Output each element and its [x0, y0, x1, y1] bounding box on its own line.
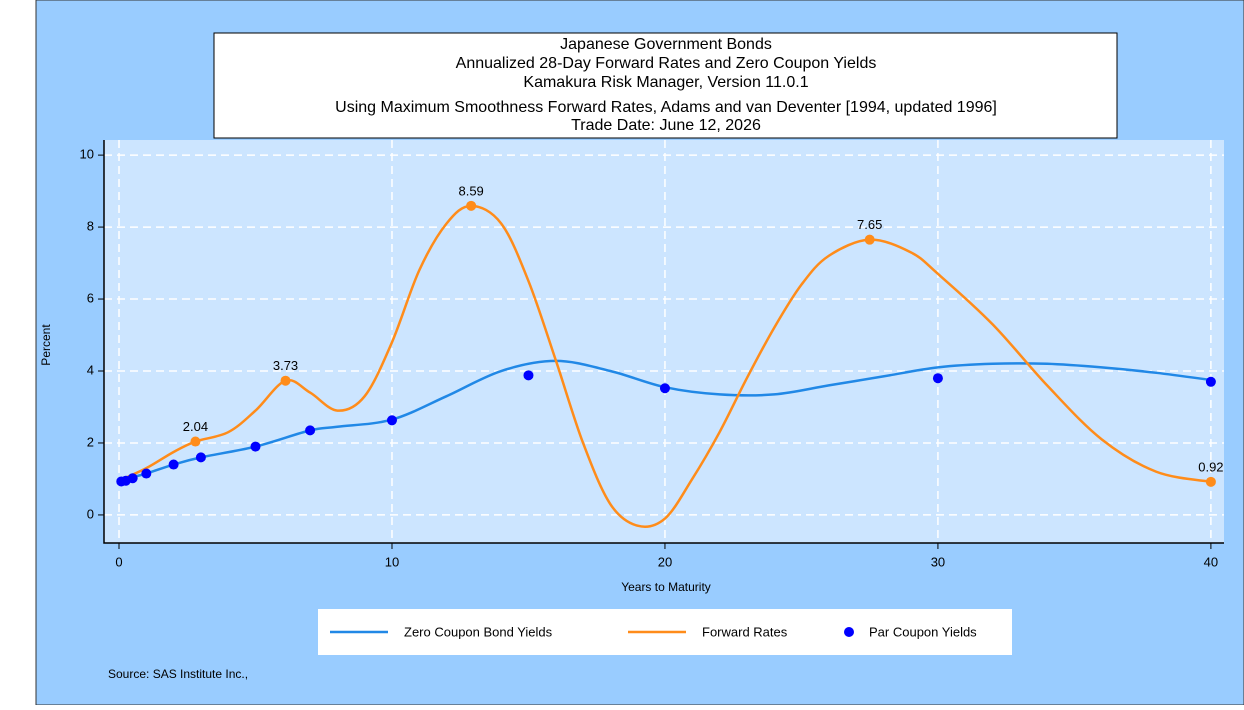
point — [305, 425, 316, 436]
legend-label: Forward Rates — [702, 624, 788, 639]
point — [141, 468, 152, 479]
point — [386, 415, 397, 426]
chart-title: Trade Date: June 12, 2026 — [571, 117, 761, 134]
data-label: 0.92 — [1198, 459, 1223, 474]
legend-marker — [844, 627, 854, 637]
y-tick-label: 8 — [87, 219, 94, 234]
point — [1205, 476, 1216, 487]
point — [932, 373, 943, 384]
x-tick-label: 30 — [931, 554, 945, 569]
point — [659, 383, 670, 394]
data-label: 8.59 — [458, 183, 483, 198]
point — [280, 375, 291, 386]
data-label: 3.73 — [273, 358, 298, 373]
legend-label: Zero Coupon Bond Yields — [404, 624, 553, 639]
plot-area — [104, 140, 1224, 543]
y-tick-label: 4 — [87, 362, 94, 377]
y-tick-label: 0 — [87, 506, 94, 521]
x-tick-label: 20 — [658, 554, 672, 569]
x-tick-label: 40 — [1204, 554, 1218, 569]
x-tick-label: 0 — [115, 554, 122, 569]
chart-title: Japanese Government Bonds — [560, 36, 772, 53]
axis-frame — [103, 140, 1224, 544]
x-tick-label: 10 — [385, 554, 399, 569]
y-axis-label: Percent — [39, 324, 53, 366]
x-axis-label: Years to Maturity — [621, 580, 711, 594]
chart-title: Annualized 28-Day Forward Rates and Zero… — [456, 55, 877, 72]
point — [864, 234, 875, 245]
point — [466, 200, 477, 211]
point — [195, 452, 206, 463]
point — [523, 370, 534, 381]
point — [190, 436, 201, 447]
y-tick-label: 6 — [87, 290, 94, 305]
source-note: Source: SAS Institute Inc., — [108, 667, 248, 681]
chart-title: Using Maximum Smoothness Forward Rates, … — [335, 99, 997, 116]
point — [127, 473, 138, 484]
point — [250, 441, 261, 452]
point — [1205, 376, 1216, 387]
chart-title: Kamakura Risk Manager, Version 11.0.1 — [523, 74, 808, 91]
point — [168, 459, 179, 470]
data-label: 2.04 — [183, 419, 208, 434]
data-label: 7.65 — [857, 217, 882, 232]
legend-label: Par Coupon Yields — [869, 624, 977, 639]
y-tick-label: 10 — [80, 147, 94, 162]
y-tick-label: 2 — [87, 434, 94, 449]
title-box — [213, 32, 1118, 139]
